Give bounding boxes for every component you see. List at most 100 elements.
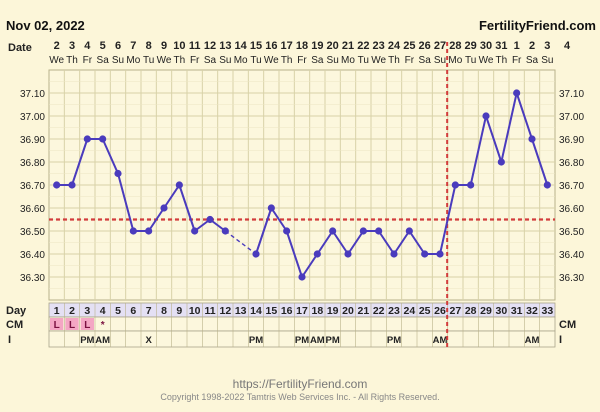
temperature-point — [145, 227, 153, 235]
date-label: 19 — [311, 40, 323, 52]
temperature-point — [497, 158, 505, 166]
cm-value: L — [84, 320, 90, 331]
temperature-point — [451, 181, 459, 189]
day-number: 4 — [100, 305, 106, 317]
weekday-label: Su — [541, 55, 553, 66]
temperature-point — [283, 227, 291, 235]
day-number: 27 — [449, 305, 461, 317]
day-number: 22 — [373, 305, 385, 317]
temperature-segment — [163, 184, 181, 209]
day-number: 19 — [327, 305, 339, 317]
temperature-segment — [301, 253, 319, 278]
day-number: 26 — [434, 305, 446, 317]
temperature-point — [53, 181, 61, 189]
date-label: 10 — [173, 40, 185, 52]
intercourse-mark: PM — [295, 335, 309, 346]
cm-value: L — [69, 320, 75, 331]
weekday-label: Tu — [358, 55, 369, 66]
day-number: 31 — [511, 305, 523, 317]
date-label: 3 — [544, 40, 550, 52]
date-label: 4 — [84, 40, 91, 52]
day-number: 11 — [204, 305, 215, 317]
weekday-label: Mo — [341, 55, 355, 66]
temperature-point — [359, 227, 367, 235]
weekday-label: Sa — [97, 55, 110, 66]
weekday-label: We — [371, 55, 386, 66]
temperature-point — [252, 250, 260, 258]
temperature-point — [206, 215, 214, 224]
temperature-point — [114, 169, 122, 178]
weekday-label: We — [157, 55, 172, 66]
day-number: 3 — [84, 305, 90, 317]
day-number: 33 — [541, 305, 553, 317]
day-row-label: Day — [6, 305, 27, 317]
cm-row-label-right: CM — [559, 319, 576, 331]
intercourse-mark: AM — [310, 335, 325, 346]
temperature-segment — [347, 230, 365, 255]
temperature-segment — [316, 230, 334, 255]
brand-link[interactable]: FertilityFriend.com — [478, 18, 596, 33]
temperature-segment — [469, 115, 487, 186]
date-label: 3 — [69, 40, 75, 52]
weekday-label: Th — [66, 55, 78, 66]
temperature-segment — [285, 230, 303, 278]
cm-value: L — [54, 320, 60, 331]
y-tick-right: 36.60 — [559, 204, 584, 215]
temperature-point — [83, 135, 91, 143]
footer-url[interactable]: https://FertilityFriend.com — [232, 377, 368, 391]
temperature-point — [329, 227, 337, 235]
date-label: 18 — [296, 40, 308, 52]
cm-highlight — [65, 318, 79, 330]
date-label: 26 — [419, 40, 431, 52]
date-label: 8 — [146, 40, 152, 52]
y-tick-right: 36.90 — [559, 135, 584, 146]
day-number: 21 — [357, 305, 369, 317]
weekday-label: Sa — [419, 55, 432, 66]
weekday-label: We — [49, 55, 64, 66]
day-number: 6 — [130, 305, 136, 317]
temperature-point — [543, 181, 551, 189]
date-label: 20 — [327, 40, 339, 52]
temperature-segment — [178, 184, 196, 232]
weekday-label: Th — [173, 55, 185, 66]
day-number: 14 — [250, 305, 262, 317]
temperature-segment — [393, 230, 411, 255]
weekday-label: Tu — [465, 55, 476, 66]
date-label: 25 — [403, 40, 415, 52]
date-row-label: Date — [8, 42, 32, 54]
weekday-label: Fr — [512, 55, 522, 66]
date-label: 4 — [564, 40, 571, 52]
weekday-label: Fr — [190, 55, 200, 66]
footer-copyright: Copyright 1998-2022 Tamtris Web Services… — [160, 392, 440, 402]
temperature-segment — [500, 92, 518, 163]
y-tick-left: 36.30 — [20, 273, 45, 284]
temperature-segment — [270, 207, 288, 232]
weekday-label: Mo — [126, 55, 140, 66]
temperature-segment — [439, 184, 457, 255]
date-label: 27 — [434, 40, 446, 52]
day-number: 23 — [388, 305, 400, 317]
date-label: 16 — [265, 40, 277, 52]
temperature-point — [344, 250, 352, 258]
date-label: 2 — [54, 40, 60, 52]
day-number: 9 — [176, 305, 182, 317]
intercourse-mark: PM — [326, 335, 340, 346]
y-tick-left: 36.80 — [20, 158, 45, 169]
day-number: 29 — [480, 305, 492, 317]
temperature-segment — [408, 230, 426, 255]
weekday-label: Mo — [234, 55, 248, 66]
cm-row-label: CM — [6, 319, 23, 331]
date-label: 7 — [130, 40, 136, 52]
day-number: 2 — [69, 305, 75, 317]
y-tick-right: 37.00 — [559, 112, 584, 123]
temperature-segment — [147, 207, 165, 232]
weekday-label: Sa — [526, 55, 539, 66]
cm-value: * — [101, 320, 105, 331]
weekday-label: Su — [434, 55, 446, 66]
day-number: 8 — [161, 305, 167, 317]
weekday-label: Sa — [204, 55, 217, 66]
temperature-point — [405, 227, 413, 235]
date-label: 15 — [250, 40, 262, 52]
intercourse-mark: AM — [95, 335, 110, 346]
temperature-point — [129, 227, 137, 235]
